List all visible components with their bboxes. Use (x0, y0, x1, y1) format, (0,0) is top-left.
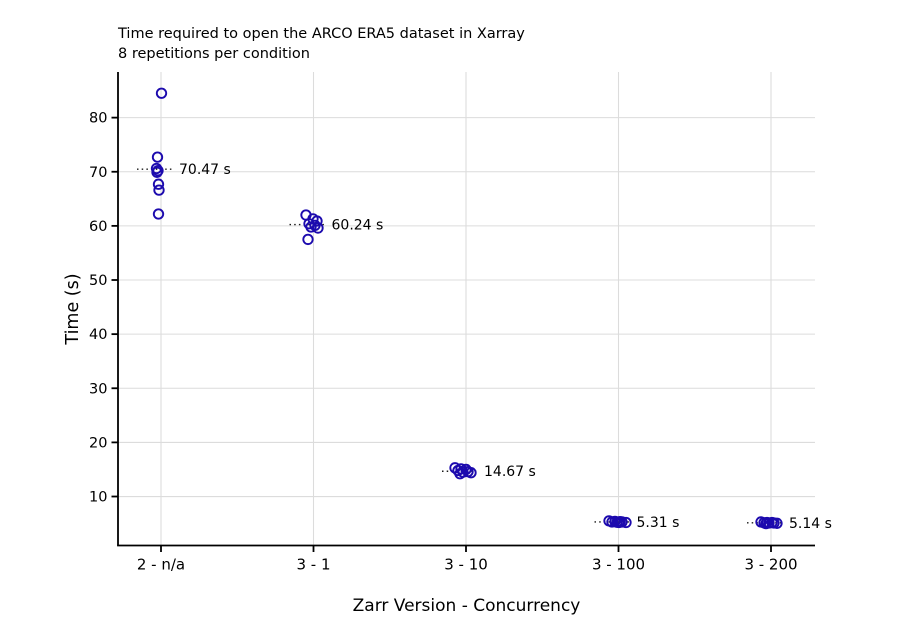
y-tick-label: 50 (89, 273, 107, 289)
x-tick-label: 3 - 100 (592, 556, 645, 574)
data-point (771, 517, 783, 529)
x-tick-label: 3 - 10 (444, 556, 488, 574)
data-point (153, 184, 165, 196)
data-point (302, 233, 314, 246)
mean-value-label: 5.14 s (789, 516, 832, 532)
data-point (152, 208, 165, 220)
y-tick-label: 20 (89, 435, 107, 451)
mean-value-label: 14.67 s (484, 464, 536, 480)
data-point (151, 166, 163, 178)
data-point (305, 221, 317, 233)
x-tick-label: 3 - 200 (744, 556, 797, 574)
chart-title-block: Time required to open the ARCO ERA5 data… (118, 24, 525, 64)
data-point (454, 468, 466, 480)
data-point (150, 162, 163, 175)
data-point (760, 517, 772, 530)
y-tick-label: 10 (89, 490, 107, 506)
data-point (152, 178, 165, 190)
y-tick-label: 80 (89, 111, 107, 127)
mean-value-label: 60.24 s (332, 218, 384, 234)
x-axis-label: Zarr Version - Concurrency (352, 596, 581, 616)
data-point (465, 467, 477, 479)
chart-title: Time required to open the ARCO ERA5 data… (118, 26, 525, 42)
mean-value-label: 70.47 s (179, 162, 231, 178)
chart-subtitle: 8 repetitions per condition (118, 46, 310, 62)
y-tick-label: 40 (89, 327, 107, 343)
data-point (155, 87, 168, 99)
data-point (613, 516, 625, 529)
y-tick-label: 30 (89, 381, 107, 397)
y-tick-label: 60 (89, 219, 107, 235)
mean-value-label: 5.31 s (637, 515, 680, 531)
data-point (312, 222, 324, 234)
y-axis-label: Time (s) (63, 273, 83, 345)
data-point (620, 516, 632, 529)
x-tick-label: 3 - 1 (296, 556, 330, 574)
data-point (151, 151, 164, 163)
x-tick-label: 2 - n/a (137, 556, 185, 574)
y-tick-label: 70 (89, 165, 107, 181)
